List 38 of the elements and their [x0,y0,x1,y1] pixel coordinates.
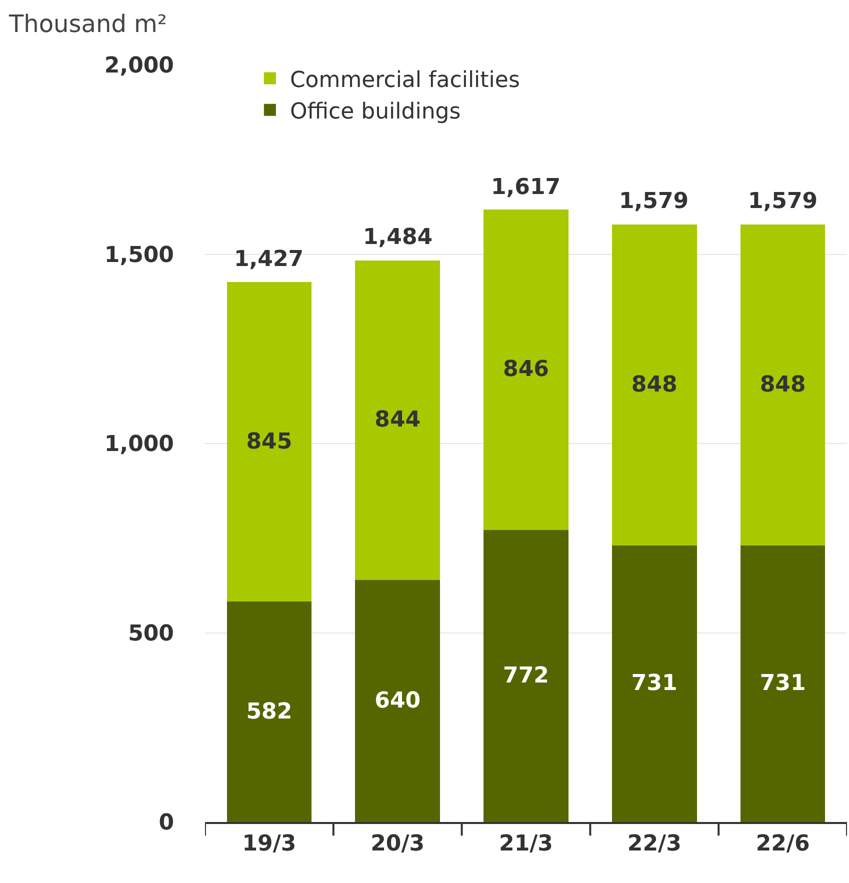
x-tick-label: 21/3 [499,831,553,856]
bar [355,260,440,580]
data-label: 845 [246,429,292,454]
y-tick-label: 1,000 [104,432,174,458]
legend-label: Commercial facilities [290,68,520,93]
total-label: 1,484 [363,225,433,250]
x-tick-label: 19/3 [242,831,296,856]
y-tick-label: 500 [128,621,174,646]
bar [612,545,697,822]
y-tick-label: 1,500 [104,242,174,268]
y-axis-title: Thousand m² [8,10,168,38]
bar [740,545,826,822]
x-tick-label: 22/6 [756,831,810,856]
bar [740,224,826,546]
total-label: 1,617 [491,175,561,200]
bar [484,530,568,822]
data-label: 731 [760,671,806,696]
legend-label: Office buildings [290,99,461,124]
total-label: 1,427 [234,247,304,272]
bar [355,580,440,822]
y-tick-label: 0 [158,810,174,836]
total-label: 1,579 [748,189,818,214]
data-label: 582 [246,699,292,724]
data-label: 731 [631,671,678,696]
data-label: 848 [760,372,806,398]
total-label: 1,579 [619,189,689,214]
bar [484,210,568,530]
data-label: 640 [374,688,421,714]
bar [612,224,697,546]
y-tick-label: 2,000 [104,54,174,79]
data-label: 844 [374,408,421,433]
bar [226,282,312,602]
data-label: 846 [503,357,549,382]
bar [226,602,312,822]
x-tick-label: 20/3 [370,831,425,856]
data-label: 848 [631,372,678,398]
x-tick-label: 22/3 [627,831,682,856]
data-label: 772 [503,663,549,688]
